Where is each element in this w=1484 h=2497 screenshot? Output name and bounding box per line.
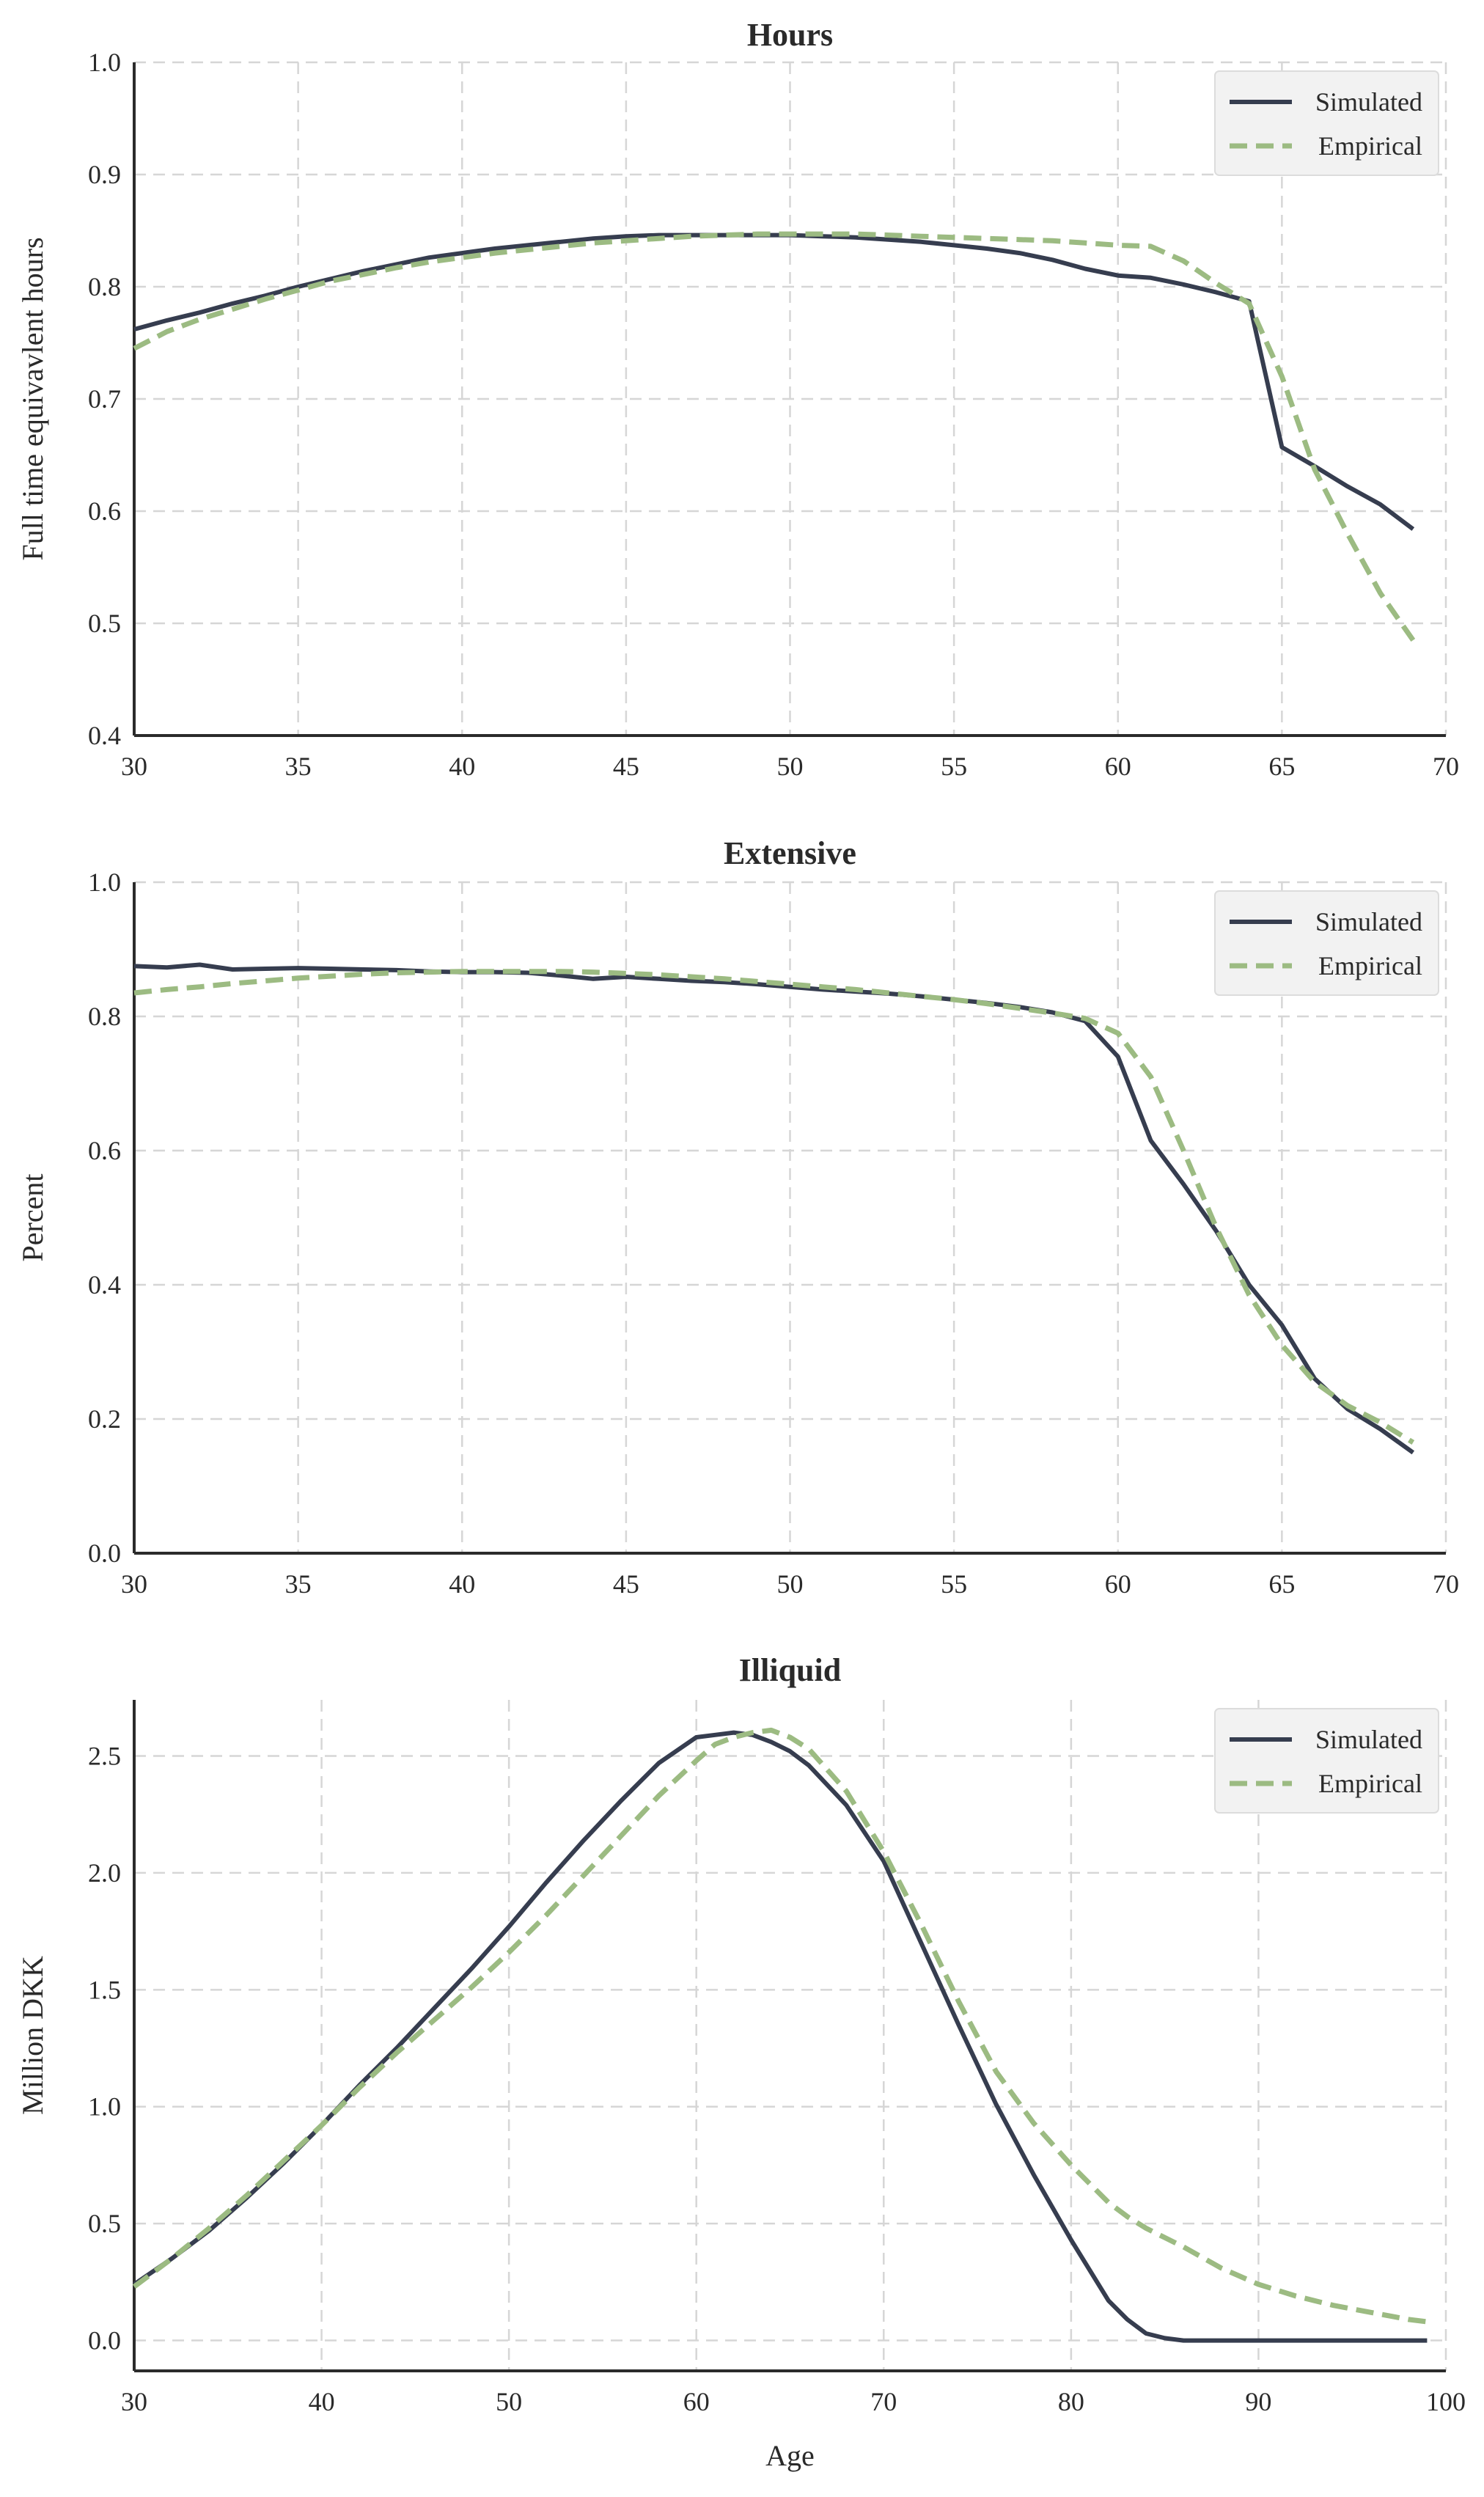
- y-tick-label: 2.0: [88, 1858, 121, 1888]
- y-tick-label: 0.2: [88, 1404, 121, 1434]
- series-empirical: [132, 1727, 1428, 2325]
- x-tick-label: 65: [1268, 1569, 1295, 1599]
- y-tick-label: 0.8: [88, 272, 121, 301]
- illiquid-y-axis-label: Million DKK: [16, 1956, 49, 2115]
- extensive-y-axis-label: Percent: [16, 1174, 49, 1262]
- legend-label-simulated: Simulated: [1315, 907, 1422, 936]
- illiquid-x-axis-label: Age: [765, 2439, 815, 2472]
- x-tick-label: 30: [121, 752, 147, 781]
- x-tick-label: 40: [449, 752, 475, 781]
- x-tick-label: 55: [941, 752, 967, 781]
- series-empirical-line: [133, 231, 1416, 642]
- hours-grid: [133, 61, 1447, 737]
- extensive-title: Extensive: [724, 835, 856, 871]
- x-tick-label: 30: [121, 1569, 147, 1599]
- x-tick-label: 100: [1426, 2387, 1466, 2416]
- series-empirical-line: [132, 1727, 1428, 2325]
- legend-label-simulated: Simulated: [1315, 1725, 1422, 1754]
- y-tick-label: 0.5: [88, 609, 121, 638]
- series-simulated-line: [133, 232, 1415, 531]
- x-tick-label: 45: [613, 752, 639, 781]
- series-simulated-line: [133, 962, 1415, 1455]
- x-tick-label: 90: [1245, 2387, 1271, 2416]
- x-tick-label: 80: [1058, 2387, 1084, 2416]
- x-tick-label: 55: [941, 1569, 967, 1599]
- y-tick-label: 0.4: [88, 721, 121, 750]
- legend-label-empirical: Empirical: [1318, 131, 1422, 161]
- illiquid-legend: Simulated Empirical: [1214, 1708, 1439, 1814]
- x-tick-label: 65: [1268, 752, 1295, 781]
- series-empirical: [133, 231, 1416, 642]
- y-tick-label: 1.0: [88, 868, 121, 897]
- y-tick-label: 1.5: [88, 1975, 121, 2004]
- y-tick-label: 0.6: [88, 496, 121, 526]
- x-tick-label: 30: [121, 2387, 147, 2416]
- extensive-panel: 30 35 40 45 50 55 60 65 70 0.0 0.2 0.4 0.6 0.8 1.0 Exte…: [16, 835, 1459, 1599]
- y-tick-label: 0.0: [88, 2326, 121, 2355]
- series-simulated: [133, 232, 1415, 531]
- y-tick-label: 1.0: [88, 48, 121, 77]
- hours-panel: 30 35 40 45 50 55 60 65 70 0.4 0.5 0.6 0.7 0.8 0.9 1.0 H…: [16, 17, 1459, 781]
- illiquid-panel: 30 40 50 60 70 80 90 100 0.0 0.5 1.0 1.5 2.0 2.5 Illiq…: [16, 1652, 1466, 2472]
- x-tick-label: 60: [1105, 1569, 1131, 1599]
- extensive-legend: Simulated Empirical: [1214, 890, 1439, 996]
- y-tick-label: 0.8: [88, 1002, 121, 1031]
- hours-y-axis-label: Full time equivavlent hours: [16, 237, 49, 560]
- series-empirical: [133, 969, 1415, 1445]
- y-tick-label: 1.0: [88, 2092, 121, 2122]
- legend-label-empirical: Empirical: [1318, 951, 1422, 980]
- x-tick-label: 45: [613, 1569, 639, 1599]
- series-simulated: [133, 962, 1415, 1455]
- x-tick-label: 35: [285, 752, 312, 781]
- y-tick-label: 0.6: [88, 1136, 121, 1165]
- series-simulated: [133, 1730, 1428, 2343]
- x-tick-label: 40: [449, 1569, 475, 1599]
- y-tick-label: 0.0: [88, 1539, 121, 1568]
- x-tick-label: 70: [1433, 752, 1459, 781]
- y-tick-label: 0.9: [88, 160, 121, 189]
- x-tick-label: 60: [1105, 752, 1131, 781]
- legend-label-simulated: Simulated: [1315, 87, 1422, 117]
- series-empirical-line: [133, 969, 1415, 1445]
- hours-legend: Simulated Empirical: [1214, 70, 1439, 176]
- legend-label-empirical: Empirical: [1318, 1769, 1422, 1798]
- illiquid-title: Illiquid: [739, 1652, 841, 1688]
- legend-frame: [1214, 1708, 1439, 1814]
- y-tick-label: 2.5: [88, 1742, 121, 1771]
- y-tick-label: 0.4: [88, 1270, 121, 1299]
- legend-frame: [1214, 70, 1439, 176]
- x-tick-label: 60: [683, 2387, 710, 2416]
- x-tick-label: 70: [870, 2387, 897, 2416]
- legend-frame: [1214, 890, 1439, 996]
- x-tick-label: 35: [285, 1569, 312, 1599]
- x-tick-label: 40: [309, 2387, 335, 2416]
- y-tick-label: 0.7: [88, 384, 121, 414]
- y-tick-label: 0.5: [88, 2209, 121, 2238]
- hours-title: Hours: [747, 17, 833, 53]
- x-tick-label: 50: [496, 2387, 522, 2416]
- x-tick-label: 50: [777, 752, 804, 781]
- x-tick-label: 70: [1433, 1569, 1459, 1599]
- x-tick-label: 50: [777, 1569, 804, 1599]
- series-simulated-line: [133, 1730, 1428, 2343]
